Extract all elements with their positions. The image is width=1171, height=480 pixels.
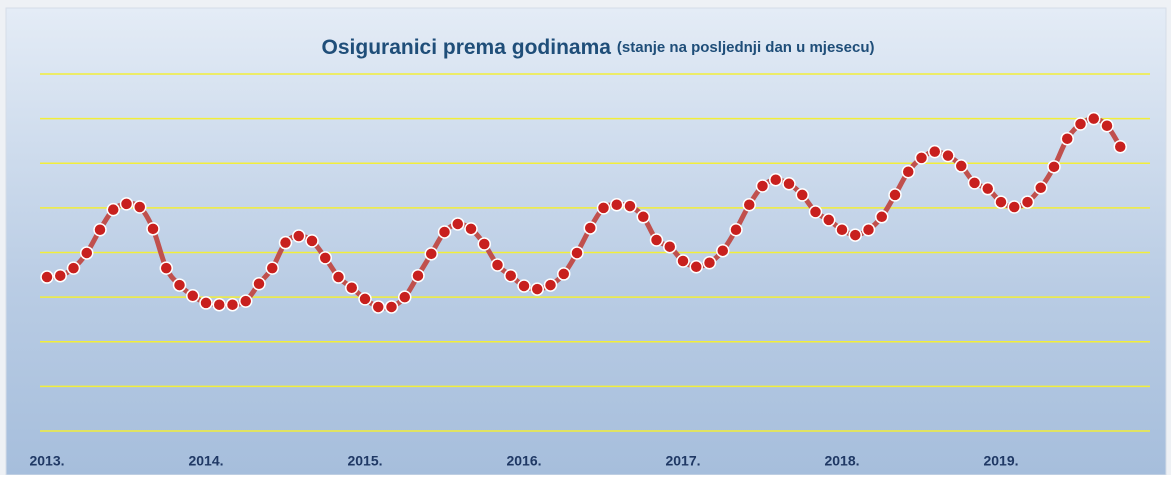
data-point xyxy=(822,213,836,227)
data-point xyxy=(1100,119,1114,133)
data-point xyxy=(1073,117,1088,131)
data-point xyxy=(716,243,730,258)
data-point xyxy=(119,197,134,211)
data-point xyxy=(398,290,412,304)
chart-title: Osiguranici prema godinama (stanje na pos… xyxy=(322,36,875,59)
data-point xyxy=(649,233,664,247)
data-point xyxy=(265,261,279,275)
data-point xyxy=(663,239,677,254)
data-point xyxy=(583,221,597,235)
data-point xyxy=(490,258,505,272)
data-point xyxy=(464,222,478,236)
data-point xyxy=(676,254,690,268)
data-point xyxy=(331,270,346,284)
data-point xyxy=(40,270,54,284)
data-point xyxy=(610,198,624,212)
data-point xyxy=(172,278,187,292)
data-point xyxy=(928,144,942,159)
plot-background xyxy=(5,7,1167,476)
data-point xyxy=(941,148,955,163)
data-point xyxy=(318,251,332,265)
data-point xyxy=(278,235,293,250)
data-point xyxy=(1113,139,1127,154)
data-point xyxy=(543,278,558,292)
data-point xyxy=(437,225,452,239)
x-tick-label: 2014. xyxy=(188,453,223,469)
data-point xyxy=(557,267,571,281)
data-point xyxy=(981,181,995,196)
data-point xyxy=(689,260,703,274)
data-point xyxy=(570,246,584,260)
x-tick-label: 2018. xyxy=(824,453,859,469)
data-point xyxy=(994,195,1008,209)
data-point xyxy=(186,289,200,303)
data-point xyxy=(702,256,717,270)
data-point xyxy=(596,201,611,215)
data-point xyxy=(451,217,465,231)
data-point xyxy=(239,294,253,308)
x-tick-label: 2019. xyxy=(983,453,1018,469)
data-point xyxy=(225,297,240,312)
data-point xyxy=(159,261,173,275)
data-point xyxy=(252,276,266,291)
data-point xyxy=(212,297,226,312)
data-point xyxy=(755,179,770,193)
data-point xyxy=(901,164,915,179)
data-point xyxy=(477,237,491,251)
data-point xyxy=(835,222,849,237)
data-point xyxy=(914,151,929,165)
data-point xyxy=(384,300,399,314)
data-point xyxy=(305,234,319,248)
x-tick-label: 2016. xyxy=(506,453,541,469)
data-point xyxy=(769,173,783,187)
data-point xyxy=(371,300,385,314)
data-point xyxy=(729,222,743,237)
data-point xyxy=(861,222,876,237)
data-point xyxy=(358,292,372,306)
x-tick-label: 2015. xyxy=(347,453,382,469)
data-point xyxy=(1020,195,1035,209)
data-point xyxy=(1007,200,1021,214)
title: Osiguranici prema godinama xyxy=(322,36,612,59)
x-tick-label: 2013. xyxy=(29,453,64,469)
x-tick-label: 2017. xyxy=(665,453,700,469)
data-point xyxy=(1034,181,1048,195)
data-point xyxy=(888,188,902,202)
data-point xyxy=(530,282,544,296)
data-point xyxy=(53,268,67,283)
data-point xyxy=(199,296,213,310)
data-point xyxy=(1087,111,1101,126)
data-point xyxy=(411,268,425,283)
data-point xyxy=(106,202,120,217)
data-point xyxy=(424,247,438,261)
data-point xyxy=(517,279,531,293)
subtitle: (stanje na posljednji dan u mjesecu) xyxy=(617,39,875,56)
data-point xyxy=(133,200,147,214)
data-point xyxy=(1060,131,1074,146)
data-point xyxy=(782,177,796,191)
data-point xyxy=(636,210,650,224)
data-point xyxy=(345,281,359,295)
data-point xyxy=(146,222,160,236)
data-point xyxy=(93,222,107,237)
data-point xyxy=(292,229,306,243)
data-point xyxy=(795,188,809,202)
data-point xyxy=(808,205,823,219)
data-point xyxy=(967,176,982,190)
data-point xyxy=(954,159,968,173)
data-point xyxy=(80,246,94,260)
data-point xyxy=(742,198,756,212)
data-point xyxy=(504,268,518,283)
data-point xyxy=(1047,160,1061,174)
data-point xyxy=(875,210,889,224)
data-point xyxy=(66,261,81,275)
data-point xyxy=(623,199,637,213)
data-point xyxy=(848,228,862,242)
